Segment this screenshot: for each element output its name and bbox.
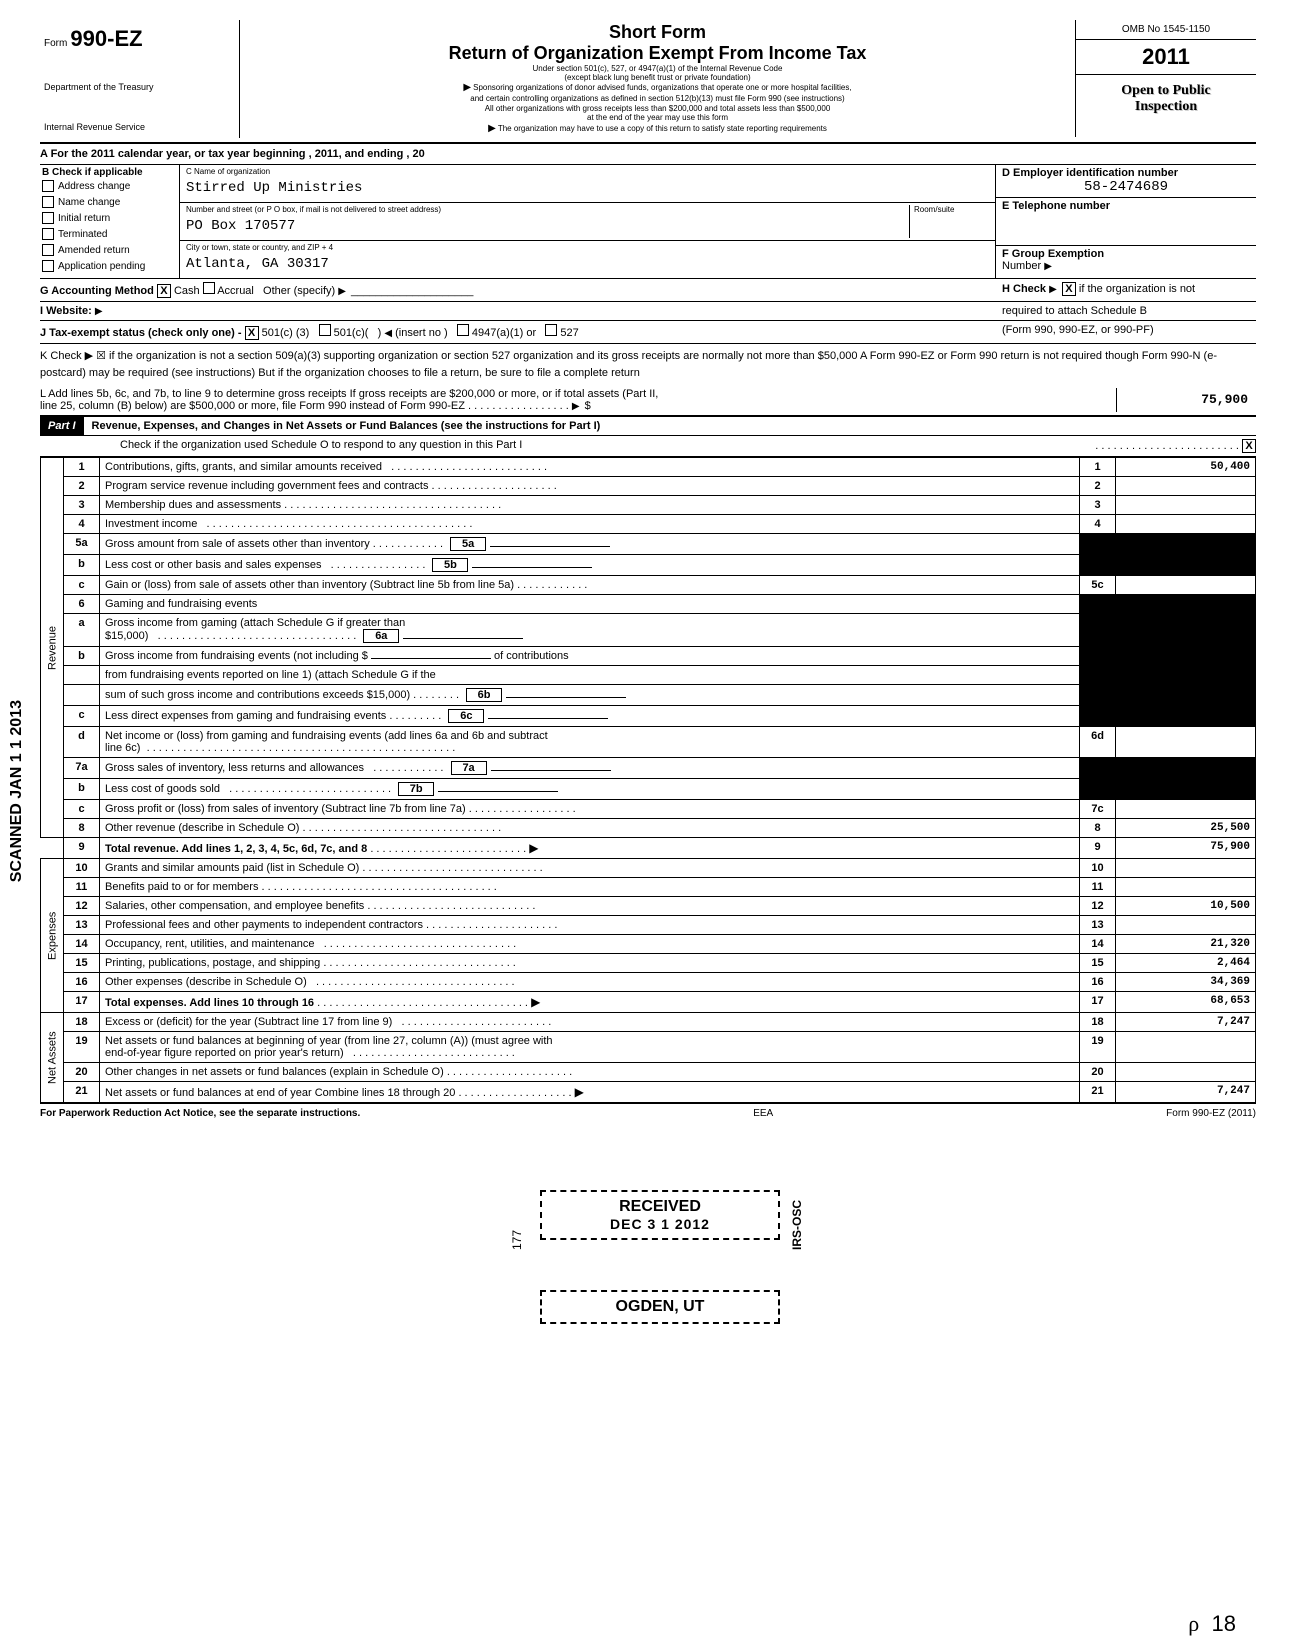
- form-code: 990-EZ: [70, 26, 142, 51]
- footer-center: EEA: [753, 1108, 773, 1119]
- lines-table: Revenue 1 Contributions, gifts, grants, …: [40, 457, 1256, 1103]
- line-8-amt: 25,500: [1116, 819, 1256, 838]
- footer-left: For Paperwork Reduction Act Notice, see …: [40, 1108, 360, 1119]
- checkbox-527[interactable]: [545, 324, 557, 336]
- sub2: (except black lung benefit trust or priv…: [250, 73, 1065, 82]
- note1: Sponsoring organizations of donor advise…: [473, 83, 851, 92]
- line-l-amount: 75,900: [1116, 388, 1256, 412]
- side-net-assets: Net Assets: [41, 1013, 64, 1103]
- part1-header: Part I Revenue, Expenses, and Changes in…: [40, 416, 1256, 436]
- row-i: I Website: required to attach Schedule B: [40, 302, 1256, 321]
- part1-check-o: Check if the organization used Schedule …: [120, 439, 522, 453]
- open-public: Open to Public Inspection: [1076, 75, 1256, 123]
- footer-right: Form 990-EZ (2011): [1166, 1108, 1256, 1119]
- phone-label: E Telephone number: [1002, 200, 1250, 212]
- line-21-amt: 7,247: [1116, 1082, 1256, 1103]
- form-header: Form 990-EZ Department of the Treasury I…: [40, 20, 1256, 144]
- return-title: Return of Organization Exempt From Incom…: [250, 43, 1065, 64]
- received-stamp: RECEIVED DEC 3 1 2012: [540, 1190, 780, 1240]
- note3: All other organizations with gross recei…: [250, 104, 1065, 114]
- ein-label: D Employer identification number: [1002, 167, 1250, 179]
- ogden-stamp: OGDEN, UT: [540, 1290, 780, 1324]
- checkbox-address-change[interactable]: [42, 180, 54, 192]
- line-9-amt: 75,900: [1116, 838, 1256, 859]
- city: Atlanta, GA 30317: [186, 252, 989, 276]
- side-revenue: Revenue: [41, 458, 64, 838]
- checkbox-501c3[interactable]: X: [245, 326, 259, 340]
- line-15-amt: 2,464: [1116, 954, 1256, 973]
- checkbox-terminated[interactable]: [42, 228, 54, 240]
- dept-treasury: Department of the Treasury: [44, 82, 235, 92]
- col-b-label: B Check if applicable: [42, 167, 177, 178]
- checkbox-pending[interactable]: [42, 260, 54, 272]
- col-de: D Employer identification number 58-2474…: [996, 165, 1256, 278]
- footer: For Paperwork Reduction Act Notice, see …: [40, 1103, 1256, 1119]
- omb-number: OMB No 1545-1150: [1076, 20, 1256, 40]
- dept-irs: Internal Revenue Service: [44, 122, 235, 132]
- line-18-amt: 7,247: [1116, 1013, 1256, 1032]
- addr: PO Box 170577: [186, 214, 909, 238]
- row-g: G Accounting Method X Cash Accrual Other…: [40, 279, 1256, 302]
- subtitle: Under section 501(c), 527, or 4947(a)(1)…: [250, 64, 1065, 73]
- checkbox-501c[interactable]: [319, 324, 331, 336]
- n177-stamp: 177: [510, 1230, 524, 1250]
- note4: at the end of the year may use this form: [250, 113, 1065, 123]
- scanned-stamp: SCANNED JAN 1 1 2013: [8, 700, 26, 882]
- top-grid: B Check if applicable Address change Nam…: [40, 165, 1256, 279]
- checkbox-h[interactable]: X: [1062, 282, 1076, 296]
- row-k: K Check ▶ ☒ if the organization is not a…: [40, 344, 1256, 385]
- header-right: OMB No 1545-1150 2011 Open to Public Ins…: [1076, 20, 1256, 123]
- note5: The organization may have to use a copy …: [498, 124, 827, 133]
- line-14-amt: 21,320: [1116, 935, 1256, 954]
- part1-title: Revenue, Expenses, and Changes in Net As…: [84, 420, 601, 432]
- line-17-amt: 68,653: [1116, 992, 1256, 1013]
- room-label: Room/suite: [914, 205, 989, 214]
- org-name: Stirred Up Ministries: [186, 176, 989, 200]
- org-name-label: C Name of organization: [186, 167, 989, 176]
- irs-osc-stamp: IRS-OSC: [790, 1200, 804, 1250]
- city-label: City or town, state or country, and ZIP …: [186, 243, 989, 252]
- checkbox-amended[interactable]: [42, 244, 54, 256]
- checkbox-4947[interactable]: [457, 324, 469, 336]
- short-form-label: Short Form: [250, 22, 1065, 43]
- form-prefix: Form: [44, 38, 67, 49]
- header-center: Short Form Return of Organization Exempt…: [240, 20, 1076, 137]
- side-expenses: Expenses: [41, 859, 64, 1013]
- checkbox-accrual[interactable]: [203, 282, 215, 294]
- note2: and certain controlling organizations as…: [250, 94, 1065, 104]
- ein: 58-2474689: [1002, 179, 1250, 195]
- addr-label: Number and street (or P O box, if mail i…: [186, 205, 909, 214]
- col-b: B Check if applicable Address change Nam…: [40, 165, 180, 278]
- checkbox-initial-return[interactable]: [42, 212, 54, 224]
- checkbox-cash[interactable]: X: [157, 284, 171, 298]
- tax-year: 2011: [1076, 40, 1256, 75]
- line-16-amt: 34,369: [1116, 973, 1256, 992]
- row-j: J Tax-exempt status (check only one) - X…: [40, 321, 1256, 344]
- header-left: Form 990-EZ Department of the Treasury I…: [40, 20, 240, 138]
- page-number: ρ 18: [1188, 1611, 1236, 1637]
- checkbox-name-change[interactable]: [42, 196, 54, 208]
- line-1-amt: 50,400: [1116, 458, 1256, 477]
- row-l: L Add lines 5b, 6c, and 7b, to line 9 to…: [40, 385, 1256, 416]
- line-12-amt: 10,500: [1116, 897, 1256, 916]
- checkbox-schedule-o[interactable]: X: [1242, 439, 1256, 453]
- group-exempt-label: F Group Exemption: [1002, 248, 1250, 260]
- section-a: A For the 2011 calendar year, or tax yea…: [40, 144, 1256, 165]
- col-c: C Name of organization Stirred Up Minist…: [180, 165, 996, 278]
- part1-label: Part I: [40, 417, 84, 435]
